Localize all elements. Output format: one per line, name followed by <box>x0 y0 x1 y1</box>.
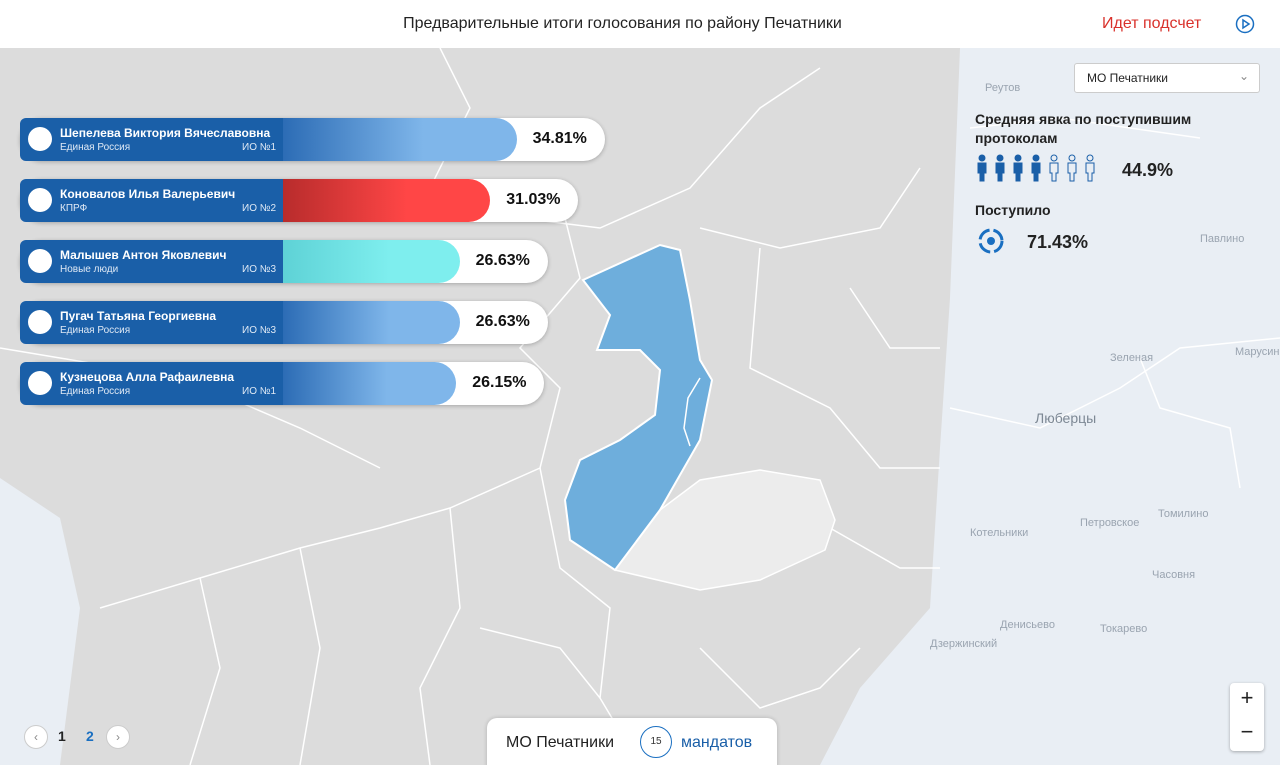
received-icon <box>978 228 1004 254</box>
person-icon <box>996 154 1004 162</box>
pagination: ‹ › 1 2 <box>24 725 134 749</box>
map-label: Томилино <box>1158 508 1209 520</box>
result-bar <box>283 301 460 344</box>
result-percent: 26.63% <box>475 313 530 330</box>
person-icon <box>1067 162 1077 182</box>
map-label: Дзержинский <box>930 638 998 650</box>
district: ИО №1 <box>242 386 277 397</box>
map-label: Токарево <box>1100 623 1148 635</box>
person-icon <box>995 162 1005 182</box>
zoom-out[interactable]: − <box>1240 719 1254 744</box>
person-icon <box>1085 162 1095 182</box>
district: ИО №1 <box>242 142 277 153</box>
candidate-name: Коновалов Илья Валерьевич <box>60 187 236 201</box>
page-title: Предварительные итоги голосования по рай… <box>403 15 842 32</box>
seats-count: 15 <box>640 726 672 758</box>
person-icon <box>978 154 986 162</box>
turnout-icons <box>977 154 1095 182</box>
candidate-name: Шепелева Виктория Вячеславовна <box>60 126 271 140</box>
candidate-name: Малышев Антон Яковлевич <box>60 248 227 262</box>
person-icon <box>1013 162 1023 182</box>
stats-panel: МО Печатники ⌄ Средняя явка по поступивш… <box>962 48 1280 278</box>
party-name: Единая Россия <box>60 386 131 397</box>
party-name: КПРФ <box>60 203 88 214</box>
district: ИО №2 <box>242 203 277 214</box>
seats-label: мандатов <box>681 734 753 751</box>
turnout-value: 44.9% <box>1122 160 1174 180</box>
map-label: Реутов <box>985 82 1021 94</box>
party-name: Единая Россия <box>60 325 131 336</box>
party-logo <box>28 127 52 151</box>
party-logo <box>28 310 52 334</box>
party-logo <box>28 188 52 212</box>
result-percent: 34.81% <box>532 130 587 147</box>
result-percent: 26.15% <box>472 374 527 391</box>
map-label: Денисьево <box>1000 619 1055 631</box>
candidate-info: Малышев Антон Яковлевич Новые люди ИО №3 <box>20 240 283 283</box>
header: Предварительные итоги голосования по рай… <box>0 0 1280 48</box>
district-name: МО Печатники <box>506 734 615 751</box>
result-bar <box>283 179 491 222</box>
person-icon <box>1068 154 1076 162</box>
result-bar <box>283 118 517 161</box>
map-label: Часовня <box>1152 569 1196 581</box>
map-label: Зеленая <box>1110 352 1154 364</box>
received-value: 71.43% <box>1027 232 1089 252</box>
person-icon <box>1086 154 1094 162</box>
play-button[interactable] <box>1235 14 1255 34</box>
map-label: Люберцы <box>1035 410 1097 426</box>
zoom-control: + − <box>1230 683 1264 751</box>
select-value: МО Печатники <box>1087 71 1169 85</box>
party-name: Новые люди <box>60 264 119 275</box>
received-title: Поступило <box>975 202 1051 218</box>
next-page[interactable]: › <box>106 725 130 749</box>
candidate-info: Коновалов Илья Валерьевич КПРФ ИО №2 <box>20 179 283 222</box>
person-icon <box>1014 154 1022 162</box>
map-label: Марусино <box>1235 346 1280 358</box>
result-bar <box>283 362 457 405</box>
turnout-title: Средняя явка по поступившим протоколам <box>975 111 1192 146</box>
result-bar <box>283 240 460 283</box>
map-label: Павлино <box>1200 233 1245 245</box>
candidate-name: Пугач Татьяна Георгиевна <box>60 309 217 323</box>
zoom-in[interactable]: + <box>1240 685 1254 710</box>
candidate-info: Шепелева Виктория Вячеславовна Единая Рос… <box>20 118 283 161</box>
party-logo <box>28 371 52 395</box>
page-number[interactable]: 2 <box>86 728 94 744</box>
result-percent: 31.03% <box>506 191 561 208</box>
select-caret: ⌄ <box>1238 69 1249 83</box>
person-icon <box>1049 162 1059 182</box>
person-icon <box>1032 154 1040 162</box>
person-icon <box>977 162 987 182</box>
district: ИО №3 <box>242 264 277 275</box>
map <box>0 48 1280 765</box>
map-label: Котельники <box>970 527 1029 539</box>
party-logo <box>28 249 52 273</box>
district-select[interactable]: МО Печатники ⌄ <box>1074 63 1260 93</box>
person-icon <box>1050 154 1058 162</box>
candidate-info: Пугач Татьяна Георгиевна Единая Россия ИО … <box>20 301 283 344</box>
candidate-info: Кузнецова Алла Рафаилевна Единая Россия ИО… <box>20 362 283 405</box>
district: ИО №3 <box>242 325 277 336</box>
prev-page[interactable]: ‹ <box>24 725 48 749</box>
page-number[interactable]: 1 <box>58 728 66 744</box>
map-label: Петровское <box>1080 517 1140 529</box>
candidate-name: Кузнецова Алла Рафаилевна <box>60 370 235 384</box>
district-card: МО Печатники 15 мандатов <box>487 718 777 765</box>
status: Идет подсчет <box>1102 15 1202 32</box>
party-name: Единая Россия <box>60 142 131 153</box>
result-percent: 26.63% <box>475 252 530 269</box>
person-icon <box>1031 162 1041 182</box>
